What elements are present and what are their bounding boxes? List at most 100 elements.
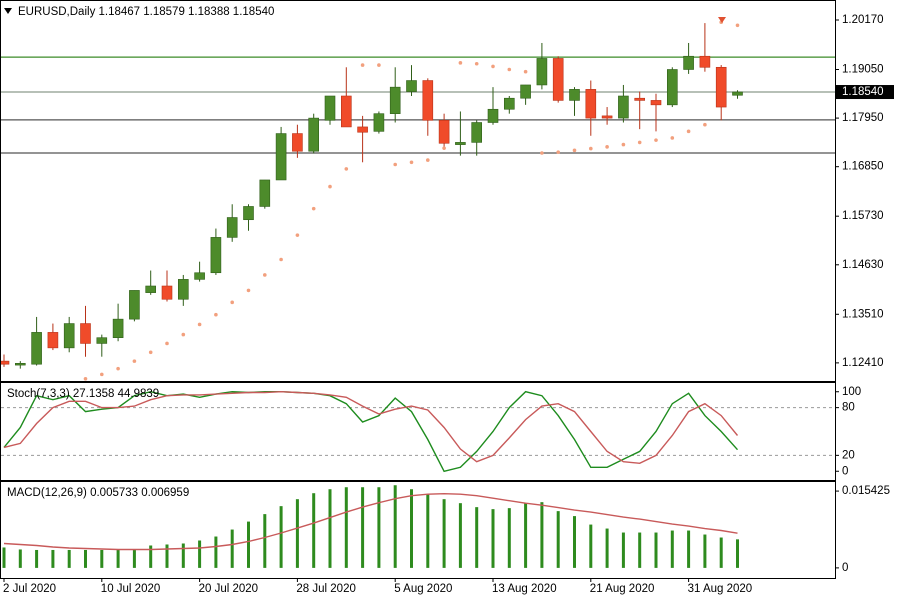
y-tick-label: 1.14630	[842, 259, 884, 271]
candle-body	[438, 120, 450, 144]
candle-body	[520, 84, 531, 99]
macd-bar	[149, 545, 153, 568]
macd-bar	[654, 532, 658, 568]
macd-bar	[442, 499, 446, 568]
x-tick-label: 28 Jul 2020	[296, 583, 355, 595]
sar-dot	[360, 63, 365, 67]
sar-dot	[393, 162, 398, 167]
macd-bar	[344, 487, 348, 568]
macd-bar	[507, 508, 511, 568]
y-tick-label: 0.015425	[842, 485, 890, 497]
macd-bar	[100, 549, 104, 568]
candle-body	[601, 115, 613, 119]
sar-dot	[230, 300, 234, 305]
price-tag	[836, 85, 894, 100]
candle-body	[210, 237, 222, 274]
macd-bar	[491, 509, 495, 568]
y-tick-label: 0	[842, 562, 848, 574]
macd-bar	[2, 547, 6, 568]
sar-dot	[328, 184, 332, 189]
macd-bar	[67, 549, 71, 568]
candle-body	[194, 272, 205, 280]
y-tick-label: 1.17950	[842, 112, 884, 124]
macd-bar	[51, 549, 55, 568]
candle-body	[243, 206, 254, 221]
signal-line	[3, 492, 738, 551]
y-tick-label: 80	[842, 402, 855, 414]
candle-body	[552, 58, 564, 101]
macd-bar	[589, 524, 593, 568]
candle-body	[1, 360, 10, 365]
macd-bar	[361, 487, 365, 568]
sar-dot	[735, 23, 740, 28]
macd-bar	[116, 549, 120, 568]
y-tick-label: 0	[842, 465, 848, 477]
macd-bar	[605, 528, 609, 568]
menu-arrow-icon	[4, 8, 12, 14]
indicator-line	[3, 390, 739, 465]
candle-body	[422, 80, 434, 121]
stochastic-panel	[1, 390, 835, 473]
macd-bar	[670, 530, 674, 568]
macd-bar	[719, 537, 723, 568]
candle-body	[340, 95, 352, 128]
candle-body	[536, 58, 548, 86]
macd-bar	[540, 502, 544, 568]
sar-dot	[670, 136, 675, 140]
y-tick-label: 20	[842, 449, 855, 461]
candle-body	[471, 122, 483, 143]
indicator-line	[3, 390, 739, 473]
y-tick-label: 1.13510	[842, 308, 884, 320]
candle-body	[129, 290, 140, 320]
panel-frame	[0, 0, 836, 382]
chart-title: EURUSD,Daily 1.18467 1.18579 1.18388 1.1…	[18, 6, 274, 18]
price-tag-label: 1.18540	[842, 86, 884, 98]
x-tick-label: 5 Aug 2020	[394, 583, 452, 595]
candle-body	[47, 332, 59, 349]
sar-dot	[214, 312, 218, 317]
panel-frame	[0, 382, 836, 481]
macd-bar	[573, 516, 576, 568]
macd-bar	[621, 532, 625, 568]
candle-body	[145, 285, 156, 293]
candle-body	[406, 80, 417, 92]
x-tick-label: 2 Jul 2020	[3, 583, 56, 595]
candle-body	[569, 89, 580, 101]
candle-body	[487, 108, 499, 123]
macd-bar	[230, 529, 234, 568]
candle-body	[699, 55, 711, 68]
macd-bar	[458, 503, 462, 568]
sar-dot	[572, 148, 577, 153]
sar-dot	[426, 158, 430, 162]
macd-bar	[295, 499, 299, 568]
sar-dot	[686, 129, 691, 134]
sar-dot	[181, 332, 186, 337]
candle-body	[15, 363, 26, 366]
sar-dot	[654, 138, 658, 142]
candle-body	[618, 95, 629, 119]
macd-bar	[165, 544, 169, 568]
candle-body	[357, 126, 368, 133]
sar-dot	[377, 63, 381, 67]
macd-bar	[736, 539, 739, 568]
candle-body	[634, 97, 646, 101]
x-tick-label: 13 Aug 2020	[492, 583, 557, 595]
y-tick-label: 100	[842, 386, 861, 398]
candle-body	[389, 86, 401, 114]
sar-dot	[311, 206, 316, 211]
macd-bar	[703, 534, 707, 568]
x-tick-label: 31 Aug 2020	[688, 583, 753, 595]
candle-body	[161, 285, 173, 300]
macd-bar	[377, 487, 381, 568]
y-tick-label: 1.16850	[842, 161, 884, 173]
candle-body	[259, 179, 271, 207]
candle-body	[226, 217, 238, 238]
candle-body	[666, 69, 678, 106]
candle-body	[275, 133, 287, 181]
macd-panel	[2, 485, 739, 568]
sar-dot	[263, 273, 267, 277]
macd-bar	[475, 507, 479, 568]
candle-body	[455, 142, 466, 145]
sar-dot	[197, 322, 202, 327]
